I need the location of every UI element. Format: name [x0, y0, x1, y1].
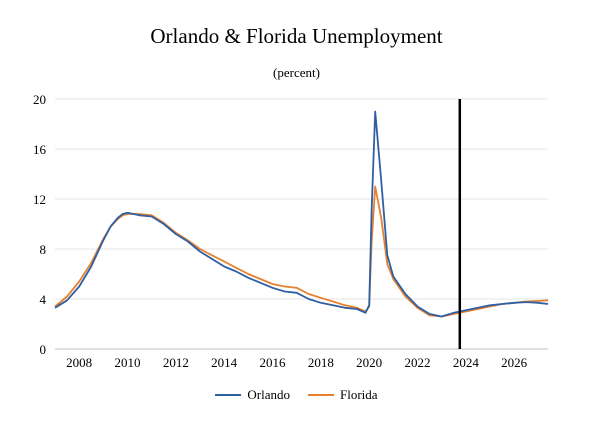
y-tick-label-12: 12 [33, 192, 46, 207]
x-tick-label-2020: 2020 [356, 355, 382, 370]
chart-subtitle: (percent) [273, 65, 320, 80]
x-tick-label-2022: 2022 [405, 355, 431, 370]
x-tick-label-2012: 2012 [163, 355, 189, 370]
legend-swatch-florida [308, 394, 335, 396]
x-tick-label-2024: 2024 [453, 355, 480, 370]
y-tick-label-8: 8 [40, 242, 47, 257]
x-tick-label-2016: 2016 [260, 355, 287, 370]
legend: Orlando Florida [0, 387, 593, 403]
y-tick-label-4: 4 [40, 292, 47, 307]
tick-labels: 0 4 8 12 16 20 2008 2010 2012 2014 2016 2018 2020 202… [33, 92, 528, 370]
x-tick-label-2008: 2008 [66, 355, 92, 370]
series-line-florida [54, 185, 549, 318]
x-tick-label-2014: 2014 [211, 355, 238, 370]
y-tick-label-20: 20 [33, 92, 46, 107]
legend-swatch-orlando [215, 394, 242, 396]
y-tick-label-0: 0 [40, 342, 47, 357]
series-lines [54, 110, 549, 318]
x-tick-label-2018: 2018 [308, 355, 334, 370]
y-tick-label-16: 16 [33, 142, 47, 157]
gridlines [55, 98, 548, 350]
legend-item-orlando: Orlando [215, 387, 290, 403]
chart-title: Orlando & Florida Unemployment [150, 24, 443, 48]
x-tick-label-2026: 2026 [501, 355, 528, 370]
series-line-orlando [54, 110, 549, 318]
legend-item-florida: Florida [308, 387, 378, 403]
x-tick-label-2010: 2010 [115, 355, 141, 370]
legend-label-florida: Florida [340, 387, 378, 402]
legend-label-orlando: Orlando [247, 387, 291, 402]
